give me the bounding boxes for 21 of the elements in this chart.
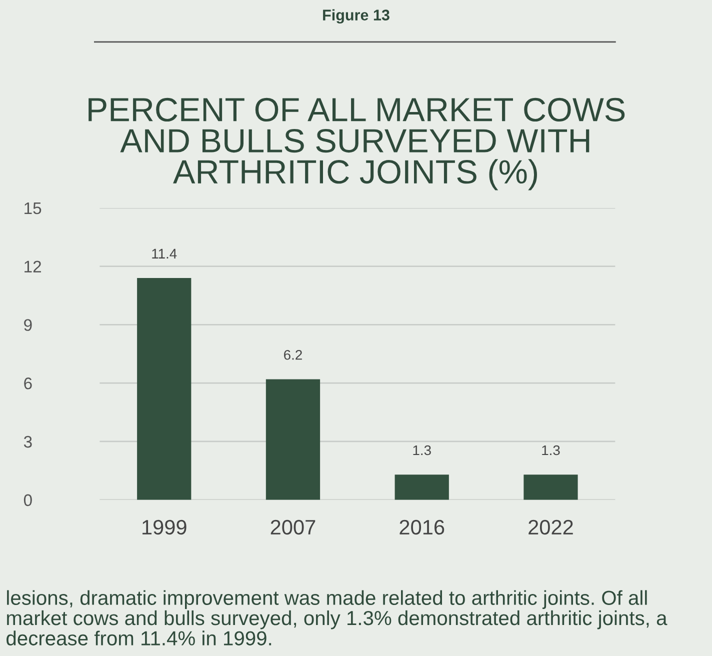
data-label: 6.2 bbox=[284, 350, 302, 360]
y-tick-label: 15 bbox=[24, 202, 42, 214]
caption: Figure 13 bbox=[323, 9, 390, 24]
y-tick-label: 0 bbox=[24, 494, 32, 506]
bar bbox=[266, 379, 320, 500]
text: lesions, dramatic improvement was made related to arthritic joints. Of all market cows and bulls surveyed, only 1.3% demonstrated arthritic joints, a decrease from 11.4% in 1999. bbox=[6, 590, 668, 646]
data-label: 11.4 bbox=[152, 248, 177, 258]
x-tick-label: 2022 bbox=[528, 520, 573, 535]
y-tick-label: 3 bbox=[24, 436, 32, 448]
x-tick-label: 2007 bbox=[270, 520, 316, 535]
y-tick-label: 9 bbox=[24, 319, 32, 331]
y-tick-label: 12 bbox=[24, 260, 41, 272]
y-tick-label: 6 bbox=[24, 378, 32, 390]
bar bbox=[394, 474, 449, 500]
chart-title: PERCENT OF ALL MARKET COWS AND BULLS SURVEYED WITH ARTHRITIC JOINTS (%) bbox=[88, 98, 625, 190]
x-tick-label: 1999 bbox=[142, 520, 186, 535]
data-label: 1.3 bbox=[413, 445, 431, 456]
x-tick-label: 2016 bbox=[400, 520, 444, 535]
bar bbox=[137, 278, 192, 500]
data-label: 1.3 bbox=[542, 445, 560, 456]
bar bbox=[524, 474, 578, 500]
